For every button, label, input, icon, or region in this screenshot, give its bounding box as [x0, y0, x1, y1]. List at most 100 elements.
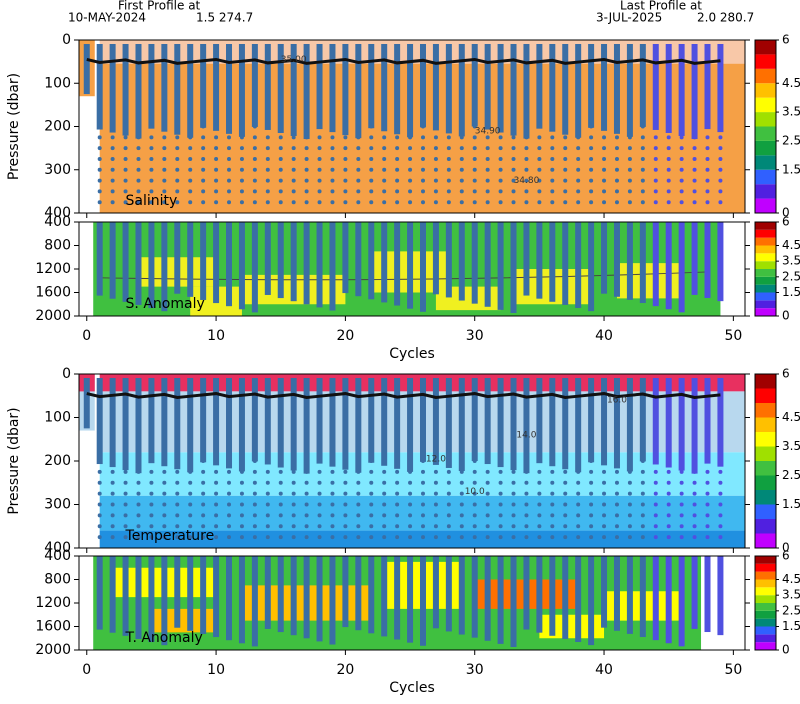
- sample-dot: [97, 535, 102, 540]
- sample-dot: [614, 513, 619, 518]
- sample-dot: [136, 156, 141, 161]
- profile: [381, 556, 388, 637]
- sample-dot: [162, 146, 167, 151]
- sample-dot: [485, 480, 490, 485]
- sample-dot: [614, 135, 619, 140]
- sample-dot: [524, 156, 529, 161]
- sample-dot: [175, 535, 180, 540]
- field: [151, 608, 217, 633]
- sample-dot: [304, 480, 309, 485]
- sample-dot: [485, 156, 490, 161]
- sample-dot: [110, 189, 115, 194]
- sample-dot: [563, 156, 568, 161]
- profile: [148, 222, 155, 309]
- sample-dot: [395, 189, 400, 194]
- profile: [626, 556, 633, 634]
- sample-dot: [252, 480, 257, 485]
- sample-dot: [537, 146, 542, 151]
- sample-dot: [408, 178, 413, 183]
- sample-dot: [252, 135, 257, 140]
- sample-dot: [511, 513, 516, 518]
- sample-dot: [343, 535, 348, 540]
- colorbar-label: 4.5: [782, 76, 800, 90]
- sample-dot: [692, 200, 697, 205]
- sample-dot: [408, 167, 413, 172]
- profile: [652, 44, 659, 130]
- sample-dot: [227, 535, 232, 540]
- profile: [342, 378, 349, 470]
- sample-dot: [110, 167, 115, 172]
- sample-dot: [692, 513, 697, 518]
- sample-dot: [356, 480, 361, 485]
- sample-dot: [550, 135, 555, 140]
- sample-dot: [498, 469, 503, 474]
- sample-dot: [550, 469, 555, 474]
- sample-dot: [640, 146, 645, 151]
- sample-dot: [498, 480, 503, 485]
- sample-dot: [433, 480, 438, 485]
- sample-dot: [705, 156, 710, 161]
- sample-dot: [692, 480, 697, 485]
- profile: [329, 378, 336, 467]
- sample-dot: [343, 167, 348, 172]
- profile: [432, 222, 439, 295]
- sample-dot: [175, 200, 180, 205]
- sample-dot: [576, 156, 581, 161]
- sample-dot: [614, 189, 619, 194]
- sample-dot: [537, 167, 542, 172]
- contour-label: 34.80: [514, 176, 540, 186]
- sample-dot: [97, 200, 102, 205]
- sample-dot: [149, 535, 154, 540]
- sample-dot: [459, 156, 464, 161]
- sample-dot: [123, 156, 128, 161]
- x-tick-label: 20: [336, 328, 354, 344]
- sample-dot: [369, 469, 374, 474]
- sample-dot: [550, 535, 555, 540]
- x-tick-label: 10: [207, 662, 225, 678]
- sample-dot: [149, 178, 154, 183]
- sample-dot: [252, 502, 257, 507]
- sample-dot: [162, 189, 167, 194]
- sample-dot: [304, 178, 309, 183]
- sample-dot: [627, 200, 632, 205]
- profile: [200, 378, 207, 463]
- sample-dot: [304, 189, 309, 194]
- sample-dot: [589, 189, 594, 194]
- sample-dot: [446, 178, 451, 183]
- sample-dot: [175, 524, 180, 529]
- header-text: 10-MAY-2024: [68, 11, 146, 25]
- sample-dot: [511, 480, 516, 485]
- sample-dot: [214, 167, 219, 172]
- sample-dot: [149, 524, 154, 529]
- colorbar-cell: [755, 610, 776, 619]
- sample-dot: [524, 535, 529, 540]
- sample-dot: [201, 178, 206, 183]
- sample-dot: [201, 469, 206, 474]
- sample-dot: [227, 502, 232, 507]
- sample-dot: [537, 135, 542, 140]
- sample-dot: [278, 535, 283, 540]
- sample-dot: [201, 535, 206, 540]
- sample-dot: [640, 178, 645, 183]
- sample-dot: [498, 189, 503, 194]
- colorbar-cell: [755, 253, 776, 262]
- profile: [652, 556, 659, 641]
- sample-dot: [537, 502, 542, 507]
- profile: [122, 556, 129, 636]
- sample-dot: [511, 135, 516, 140]
- colorbar-cell: [755, 112, 776, 127]
- profile: [626, 222, 633, 300]
- sample-dot: [239, 513, 244, 518]
- sample-dot: [252, 167, 257, 172]
- profile: [213, 556, 220, 638]
- profile: [458, 556, 465, 635]
- sample-dot: [614, 535, 619, 540]
- sample-dot: [705, 491, 710, 496]
- sample-dot: [537, 535, 542, 540]
- sample-dot: [433, 535, 438, 540]
- sample-dot: [472, 524, 477, 529]
- sample-dot: [291, 200, 296, 205]
- colorbar-label: 4.5: [782, 238, 800, 252]
- sample-dot: [576, 524, 581, 529]
